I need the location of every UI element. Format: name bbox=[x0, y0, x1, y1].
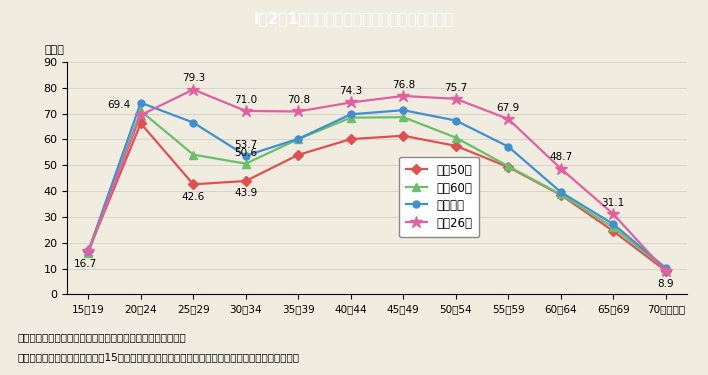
Text: 71.0: 71.0 bbox=[234, 95, 257, 105]
昭和50年 bbox=[661, 268, 670, 273]
Text: 8.9: 8.9 bbox=[658, 279, 674, 289]
昭和60年 bbox=[189, 152, 198, 157]
昭和50年 bbox=[189, 182, 198, 187]
昭和50年 bbox=[294, 153, 302, 157]
Text: 69.4: 69.4 bbox=[107, 100, 130, 110]
平成７年 bbox=[84, 249, 93, 254]
昭和60年 bbox=[452, 135, 460, 140]
Text: 79.3: 79.3 bbox=[182, 74, 205, 83]
昭和50年 bbox=[452, 144, 460, 148]
Text: 16.7: 16.7 bbox=[74, 259, 97, 269]
平成７年 bbox=[346, 112, 355, 117]
Text: 43.9: 43.9 bbox=[234, 189, 258, 198]
Legend: 昭和50年, 昭和60年, 平成７年, 平成26年: 昭和50年, 昭和60年, 平成７年, 平成26年 bbox=[399, 157, 479, 237]
昭和50年 bbox=[241, 179, 250, 183]
平成７年 bbox=[609, 222, 617, 226]
平成26年 bbox=[399, 94, 408, 98]
Text: （備考）１．総務省「労働力調査（基本集計）」より作成。: （備考）１．総務省「労働力調査（基本集計）」より作成。 bbox=[18, 332, 186, 342]
Line: 昭和60年: 昭和60年 bbox=[84, 107, 670, 273]
平成26年 bbox=[241, 109, 250, 113]
Text: 70.8: 70.8 bbox=[287, 95, 310, 105]
平成７年 bbox=[556, 190, 565, 194]
Text: 50.6: 50.6 bbox=[234, 147, 257, 158]
平成７年 bbox=[294, 136, 302, 141]
Text: 75.7: 75.7 bbox=[444, 83, 467, 93]
平成26年 bbox=[452, 97, 460, 101]
昭和60年 bbox=[241, 161, 250, 166]
昭和50年 bbox=[504, 165, 513, 169]
昭和50年 bbox=[556, 193, 565, 197]
昭和60年 bbox=[84, 251, 93, 255]
平成７年 bbox=[241, 153, 250, 158]
Line: 平成７年: 平成７年 bbox=[85, 99, 669, 272]
Text: （％）: （％） bbox=[45, 45, 64, 55]
Text: ２．「労働力率」は、15歳以上人口に占める労働力人口（就業者＋完全失業者）の割合。: ２．「労働力率」は、15歳以上人口に占める労働力人口（就業者＋完全失業者）の割合… bbox=[18, 352, 299, 363]
Text: 67.9: 67.9 bbox=[496, 103, 520, 113]
Text: 53.7: 53.7 bbox=[234, 140, 258, 150]
平成26年 bbox=[294, 109, 302, 114]
昭和50年 bbox=[84, 249, 93, 254]
昭和60年 bbox=[661, 267, 670, 271]
平成26年 bbox=[661, 269, 670, 274]
平成７年 bbox=[661, 266, 670, 270]
昭和60年 bbox=[504, 164, 513, 168]
平成26年 bbox=[84, 249, 93, 254]
昭和60年 bbox=[556, 192, 565, 196]
Text: 42.6: 42.6 bbox=[182, 192, 205, 202]
平成７年 bbox=[452, 118, 460, 123]
平成26年 bbox=[556, 166, 565, 171]
昭和60年 bbox=[294, 137, 302, 141]
Text: 48.7: 48.7 bbox=[549, 153, 572, 162]
平成26年 bbox=[609, 212, 617, 216]
平成７年 bbox=[504, 144, 513, 149]
昭和50年 bbox=[399, 134, 408, 138]
平成26年 bbox=[189, 87, 198, 92]
昭和60年 bbox=[609, 225, 617, 230]
平成７年 bbox=[399, 108, 408, 112]
Text: I－2－1図　女性の年齢階級別労働力率の推移: I－2－1図 女性の年齢階級別労働力率の推移 bbox=[254, 11, 454, 26]
平成７年 bbox=[189, 120, 198, 125]
Text: 31.1: 31.1 bbox=[602, 198, 625, 208]
平成26年 bbox=[137, 113, 145, 117]
昭和60年 bbox=[399, 115, 408, 119]
昭和60年 bbox=[346, 116, 355, 120]
Text: 76.8: 76.8 bbox=[392, 80, 415, 90]
平成26年 bbox=[346, 100, 355, 105]
昭和50年 bbox=[346, 137, 355, 141]
Text: 74.3: 74.3 bbox=[339, 86, 362, 96]
昭和50年 bbox=[609, 229, 617, 233]
Line: 昭和50年: 昭和50年 bbox=[85, 120, 669, 274]
Line: 平成26年: 平成26年 bbox=[82, 83, 672, 278]
平成26年 bbox=[504, 117, 513, 121]
昭和50年 bbox=[137, 121, 145, 126]
平成７年 bbox=[137, 100, 145, 105]
昭和60年 bbox=[137, 109, 145, 113]
